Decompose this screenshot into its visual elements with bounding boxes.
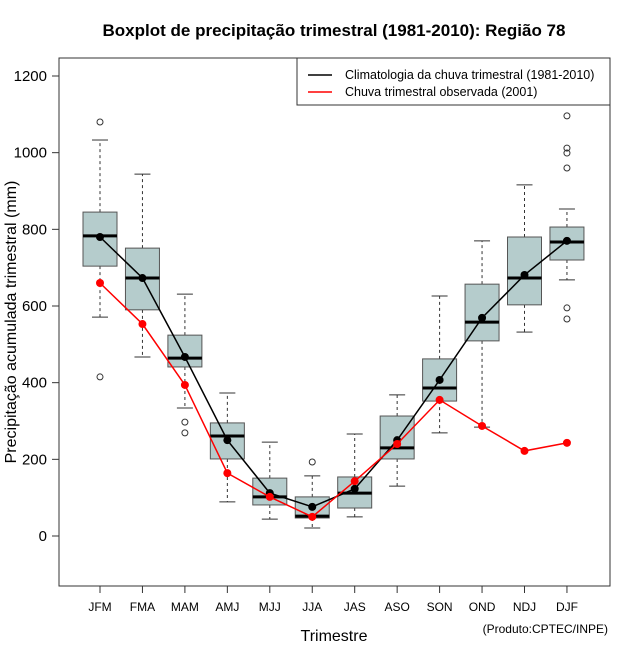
series-line bbox=[99, 282, 568, 518]
outlier-point bbox=[181, 429, 189, 437]
x-tick-label: MAM bbox=[171, 600, 199, 614]
x-tick-label: JFM bbox=[88, 600, 111, 614]
series-point bbox=[350, 477, 359, 486]
box-iqr bbox=[464, 283, 500, 342]
x-tick-label: JJA bbox=[302, 600, 322, 614]
x-axis: JFM FMA MAM AMJ MJJ JJA JAS ASO SON OND NDJ DJF bbox=[88, 586, 578, 614]
outlier-point bbox=[563, 149, 571, 157]
series-point bbox=[435, 395, 444, 404]
series-point bbox=[223, 436, 232, 445]
legend-box bbox=[296, 57, 611, 106]
x-tick-label: JAS bbox=[344, 600, 366, 614]
chart-title: Boxplot de precipitação trimestral (1981… bbox=[103, 21, 566, 40]
series-point bbox=[96, 279, 104, 287]
series-point bbox=[478, 421, 487, 430]
y-tick-label: 1000 bbox=[14, 145, 47, 162]
box-djf bbox=[549, 112, 585, 323]
series-point bbox=[520, 446, 529, 455]
credit-text: (Produto:CPTEC/INPE) bbox=[483, 622, 608, 636]
legend-label-climatology: Climatologia da chuva trimestral (1981-2… bbox=[345, 68, 594, 82]
y-axis: 0 200 400 600 800 1000 1200 bbox=[14, 68, 59, 545]
series-group bbox=[96, 233, 571, 521]
x-tick-label: OND bbox=[469, 600, 496, 614]
outlier-point bbox=[308, 458, 316, 466]
x-tick-label: ASO bbox=[384, 600, 409, 614]
series-point bbox=[138, 274, 147, 283]
y-tick-label: 200 bbox=[22, 451, 47, 468]
boxes-group bbox=[82, 112, 585, 529]
outlier-point bbox=[563, 164, 571, 172]
series-point bbox=[180, 380, 189, 389]
box-iqr bbox=[549, 226, 585, 261]
outlier-point bbox=[181, 418, 189, 426]
x-tick-label: NDJ bbox=[513, 600, 536, 614]
series-point bbox=[350, 484, 359, 493]
outlier-point bbox=[563, 144, 571, 152]
box-mjj bbox=[252, 441, 288, 520]
y-tick-label: 400 bbox=[22, 375, 47, 392]
x-tick-label: MJJ bbox=[259, 600, 281, 614]
series-point bbox=[520, 270, 529, 279]
x-tick-label: SON bbox=[427, 600, 453, 614]
box-iqr bbox=[507, 236, 542, 306]
outlier-point bbox=[563, 112, 571, 120]
box-mam bbox=[167, 293, 203, 437]
series-point bbox=[308, 502, 317, 511]
x-tick-label: AMJ bbox=[215, 600, 239, 614]
box-iqr bbox=[167, 334, 203, 368]
series-point bbox=[478, 313, 487, 322]
box-ndj bbox=[507, 184, 542, 333]
series-point bbox=[393, 440, 402, 448]
series-point bbox=[562, 438, 571, 447]
outlier-point bbox=[563, 315, 571, 323]
series-point bbox=[223, 469, 232, 478]
y-tick-label: 600 bbox=[22, 298, 47, 315]
box-jfm bbox=[82, 118, 118, 381]
series-point bbox=[435, 375, 444, 384]
legend: Climatologia da chuva trimestral (1981-2… bbox=[296, 57, 611, 106]
series-point bbox=[138, 320, 147, 329]
series-point bbox=[96, 233, 104, 241]
box-amj bbox=[209, 392, 245, 503]
y-tick-label: 800 bbox=[22, 221, 47, 238]
outlier-point bbox=[563, 304, 571, 312]
legend-label-observed: Chuva trimestral observada (2001) bbox=[345, 85, 537, 99]
y-tick-label: 1200 bbox=[14, 68, 47, 85]
series-point bbox=[265, 492, 274, 501]
series-point bbox=[562, 236, 571, 245]
series-point bbox=[308, 512, 317, 521]
outlier-point bbox=[96, 373, 104, 381]
x-tick-label: FMA bbox=[130, 600, 155, 614]
series-point bbox=[180, 352, 189, 361]
x-tick-label: DJF bbox=[556, 600, 578, 614]
box-ond bbox=[464, 240, 500, 428]
series-line bbox=[99, 236, 568, 508]
x-axis-label: Trimestre bbox=[301, 628, 368, 645]
y-axis-label: Precipitação acumulada trimestral (mm) bbox=[3, 181, 20, 464]
series-observed bbox=[96, 279, 571, 521]
y-tick-label: 0 bbox=[39, 528, 47, 545]
outlier-point bbox=[96, 118, 104, 126]
series-climatology bbox=[96, 233, 571, 511]
